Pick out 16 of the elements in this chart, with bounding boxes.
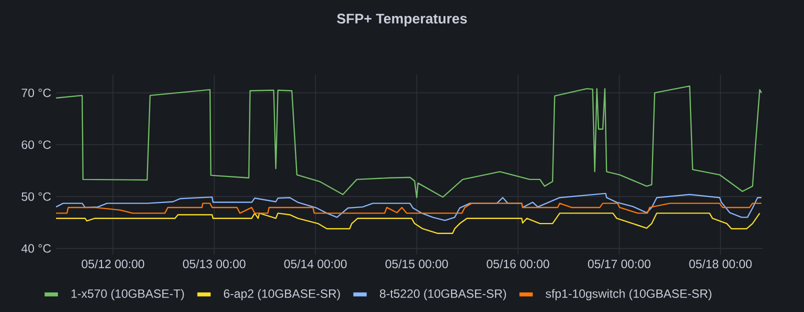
- x-tick-label: 05/17 00:00: [588, 259, 650, 268]
- y-tick-label: 60 °C: [22, 140, 51, 149]
- x-tick-label: 05/15 00:00: [385, 259, 448, 268]
- x-tick-label: 05/18 00:00: [689, 259, 752, 268]
- legend-label: 1-x570 (10GBASE-T): [72, 289, 184, 300]
- x-tick-label: 05/16 00:00: [486, 259, 550, 268]
- chart-title: SFP+ Temperatures: [336, 14, 467, 26]
- y-tick-label: 50 °C: [22, 192, 51, 201]
- y-tick-label: 40 °C: [21, 244, 51, 253]
- y-tick-label: 70 °C: [22, 88, 51, 98]
- x-tick-label: 05/13 00:00: [182, 259, 246, 268]
- legend-label: sfp1-10gswitch (10GBASE-SR): [546, 289, 712, 300]
- x-tick-label: 05/12 00:00: [82, 259, 144, 268]
- x-tick-label: 05/14 00:00: [284, 259, 347, 268]
- legend-label: 6-ap2 (10GBASE-SR): [224, 289, 340, 300]
- legend-label: 8-t5220 (10GBASE-SR): [380, 289, 506, 300]
